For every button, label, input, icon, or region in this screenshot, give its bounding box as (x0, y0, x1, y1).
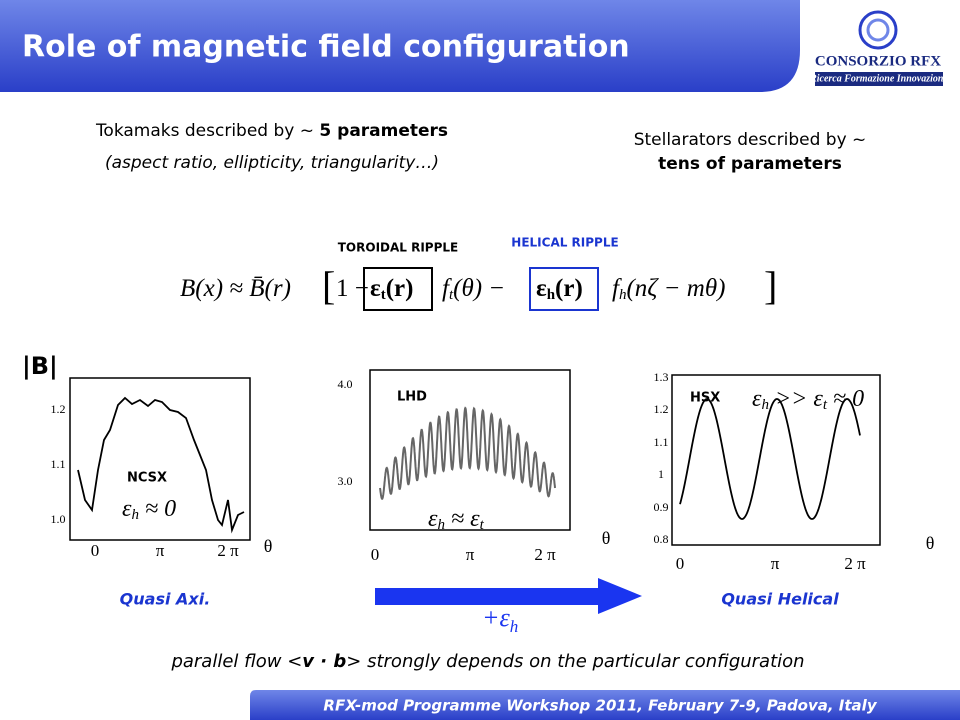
y-tick-label: 0.8 (654, 532, 669, 546)
arrow-head (598, 578, 642, 614)
relation: εh ≈ 0 (122, 496, 176, 524)
helical-label: HELICAL RIPPLE (511, 236, 618, 250)
y-tick-label: 1.0 (51, 512, 66, 526)
eq-part: f (442, 275, 452, 302)
x-tick-label: 2 π (534, 545, 556, 564)
x-tick-label: 0 (676, 554, 685, 573)
text-sub: h (510, 617, 519, 636)
header-bar (0, 0, 800, 92)
toroidal-label: TOROIDAL RIPPLE (338, 241, 459, 255)
plot-label: LHD (397, 390, 427, 405)
relation-sub: h (761, 397, 769, 413)
footer-bar (250, 690, 960, 720)
relation-part: ε (122, 496, 132, 522)
plot-caption: Quasi Axi. (120, 590, 211, 609)
relation-part: >> ε (769, 386, 823, 412)
x-axis-label: θ (264, 536, 273, 556)
relation-sub: t (823, 397, 828, 413)
logo-band (815, 72, 943, 86)
eq-part: (r) (555, 275, 583, 302)
relation: εh ≈ εt (428, 506, 485, 534)
plot-label: NCSX (127, 471, 167, 486)
plot-curve (679, 398, 861, 520)
y-tick-label: 1.1 (51, 457, 66, 471)
stellarator-params: tens of parameters (658, 154, 842, 174)
logo-ring (858, 10, 898, 50)
relation-part: ε (752, 386, 762, 412)
eq-part: (θ) − (453, 275, 505, 302)
logo-tagline: Ricerca Formazione Innovazione (809, 73, 948, 84)
eq-part: h (619, 287, 627, 303)
relation-part: ≈ 0 (827, 386, 864, 412)
y-tick-label: 3.0 (338, 474, 353, 488)
bottom-note: parallel flow <v · b> strongly depends o… (170, 651, 804, 672)
x-tick-label: 0 (91, 541, 100, 560)
x-tick-label: 2 π (217, 541, 239, 560)
x-tick-label: π (156, 541, 165, 560)
y-tick-label: 0.9 (654, 500, 669, 514)
eq-part: B(x) ≈ B̄(r) (180, 275, 291, 302)
text: > strongly depends on the particular con… (346, 651, 804, 672)
plot-caption: Quasi Helical (721, 590, 839, 609)
footer: RFX-mod Programme Workshop 2011, Februar… (323, 697, 877, 715)
x-axis-label: θ (602, 528, 611, 548)
eq-part: [ (322, 263, 335, 308)
y-tick-label: 1 (658, 467, 664, 481)
relation-sub: h (437, 517, 445, 533)
tokamak-line: Tokamaks described by ~ 5 parameters (95, 121, 448, 141)
relation-sub: t (480, 517, 485, 533)
x-axis-label: θ (926, 533, 935, 553)
relation-part: ≈ ε (445, 506, 480, 532)
tokamak-params: (aspect ratio, ellipticity, triangularit… (105, 153, 439, 173)
x-tick-label: 0 (371, 545, 380, 564)
text-bold: 5 parameters (319, 121, 448, 141)
text: parallel flow < (170, 651, 302, 672)
text: Tokamaks described by ~ (95, 121, 319, 141)
eq-part: t (449, 287, 454, 303)
equation: B(x) ≈ B̄(r) [ 1 − εt(r) ft(θ) − εh(r) f… (180, 263, 777, 308)
b-label: |B| (22, 352, 58, 380)
title: Role of magnetic field configuration (22, 30, 630, 65)
x-tick-label: π (466, 545, 475, 564)
x-tick-label: π (771, 554, 780, 573)
relation-sub: h (131, 507, 139, 523)
logo-name: CONSORZIO RFX (815, 53, 941, 69)
y-tick-label: 4.0 (338, 377, 353, 391)
eq-part: ] (764, 263, 777, 308)
stellarator-line: Stellarators described by ~ (634, 130, 867, 150)
eq-part: (r) (386, 275, 414, 302)
text: +ε (482, 603, 511, 632)
plot-frame (671, 374, 881, 546)
arrow-label: +εh (482, 603, 518, 636)
text-bold: v · b (302, 651, 346, 672)
plot-frame (69, 377, 251, 541)
box-helical (529, 267, 599, 311)
eq-part: (nζ − mθ) (626, 275, 725, 302)
logo: CONSORZIO RFX Ricerca Formazione Innovaz… (809, 10, 948, 86)
relation: εh >> εt ≈ 0 (752, 386, 864, 414)
y-tick-label: 1.1 (654, 435, 669, 449)
logo-ring (866, 18, 890, 42)
arrow-shaft (375, 588, 600, 605)
eq-part: ε (370, 275, 381, 302)
relation-part: ≈ 0 (139, 496, 176, 522)
eq-part: h (547, 287, 556, 303)
eq-part: 1 − (336, 275, 369, 302)
x-tick-label: 2 π (844, 554, 866, 573)
y-tick-label: 1.2 (51, 402, 66, 416)
eq-part: t (381, 287, 386, 303)
y-tick-label: 1.3 (654, 370, 669, 384)
relation-part: ε (428, 506, 438, 532)
eq-part: f (612, 275, 622, 302)
plot-label: HSX (690, 391, 720, 406)
eq-part: ε (536, 275, 547, 302)
y-tick-label: 1.2 (654, 402, 669, 416)
plot-curve (77, 396, 245, 534)
box-toroidal (363, 267, 433, 311)
plot-curve (379, 406, 556, 500)
